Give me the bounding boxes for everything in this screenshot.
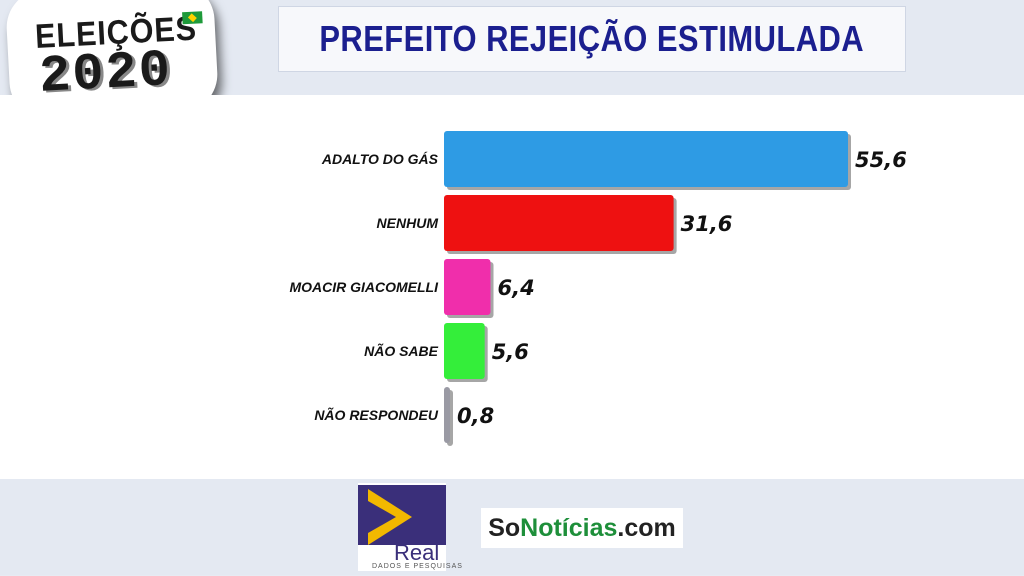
- category-label: NENHUM: [377, 215, 439, 231]
- sonoticias-part1: So: [488, 513, 521, 542]
- category-label: MOACIR GIACOMELLI: [289, 279, 439, 295]
- category-label: NÃO SABE: [364, 342, 439, 359]
- sonoticias-part2: Notícias: [520, 513, 618, 542]
- brazil-flag-icon: [182, 11, 203, 25]
- value-label: 31,6: [681, 212, 733, 236]
- page-title: PREFEITO REJEIÇÃO ESTIMULADA: [319, 18, 865, 59]
- bar-chart: ADALTO DO GÁS 55,6 NENHUM 31,6 MOACIR GIACOM…: [289, 131, 907, 446]
- bar-4: [444, 387, 450, 443]
- bar-2: [444, 259, 491, 315]
- value-label: 5,6: [492, 340, 529, 364]
- sonoticias-logo: So Notícias .com: [481, 508, 683, 548]
- bar-0: [444, 131, 848, 187]
- bar-3: [444, 323, 485, 379]
- real-logo: [358, 483, 446, 571]
- real-logo-text: Real: [394, 540, 440, 565]
- chart-area: ADALTO DO GÁS 55,6 NENHUM 31,6 MOACIR GIACOM…: [0, 95, 1024, 479]
- value-label: 55,6: [855, 148, 907, 172]
- bar-1: [444, 195, 674, 251]
- value-label: 6,4: [498, 276, 535, 300]
- category-label: ADALTO DO GÁS: [321, 151, 439, 167]
- real-logo-subtext: DADOS E PESQUISAS: [372, 563, 463, 570]
- title-box: PREFEITO REJEIÇÃO ESTIMULADA: [278, 6, 906, 72]
- real-logo-mark-icon: [358, 485, 446, 545]
- sonoticias-part3: .com: [617, 513, 676, 542]
- value-label: 0,8: [457, 404, 494, 428]
- category-label: NÃO RESPONDEU: [314, 406, 439, 423]
